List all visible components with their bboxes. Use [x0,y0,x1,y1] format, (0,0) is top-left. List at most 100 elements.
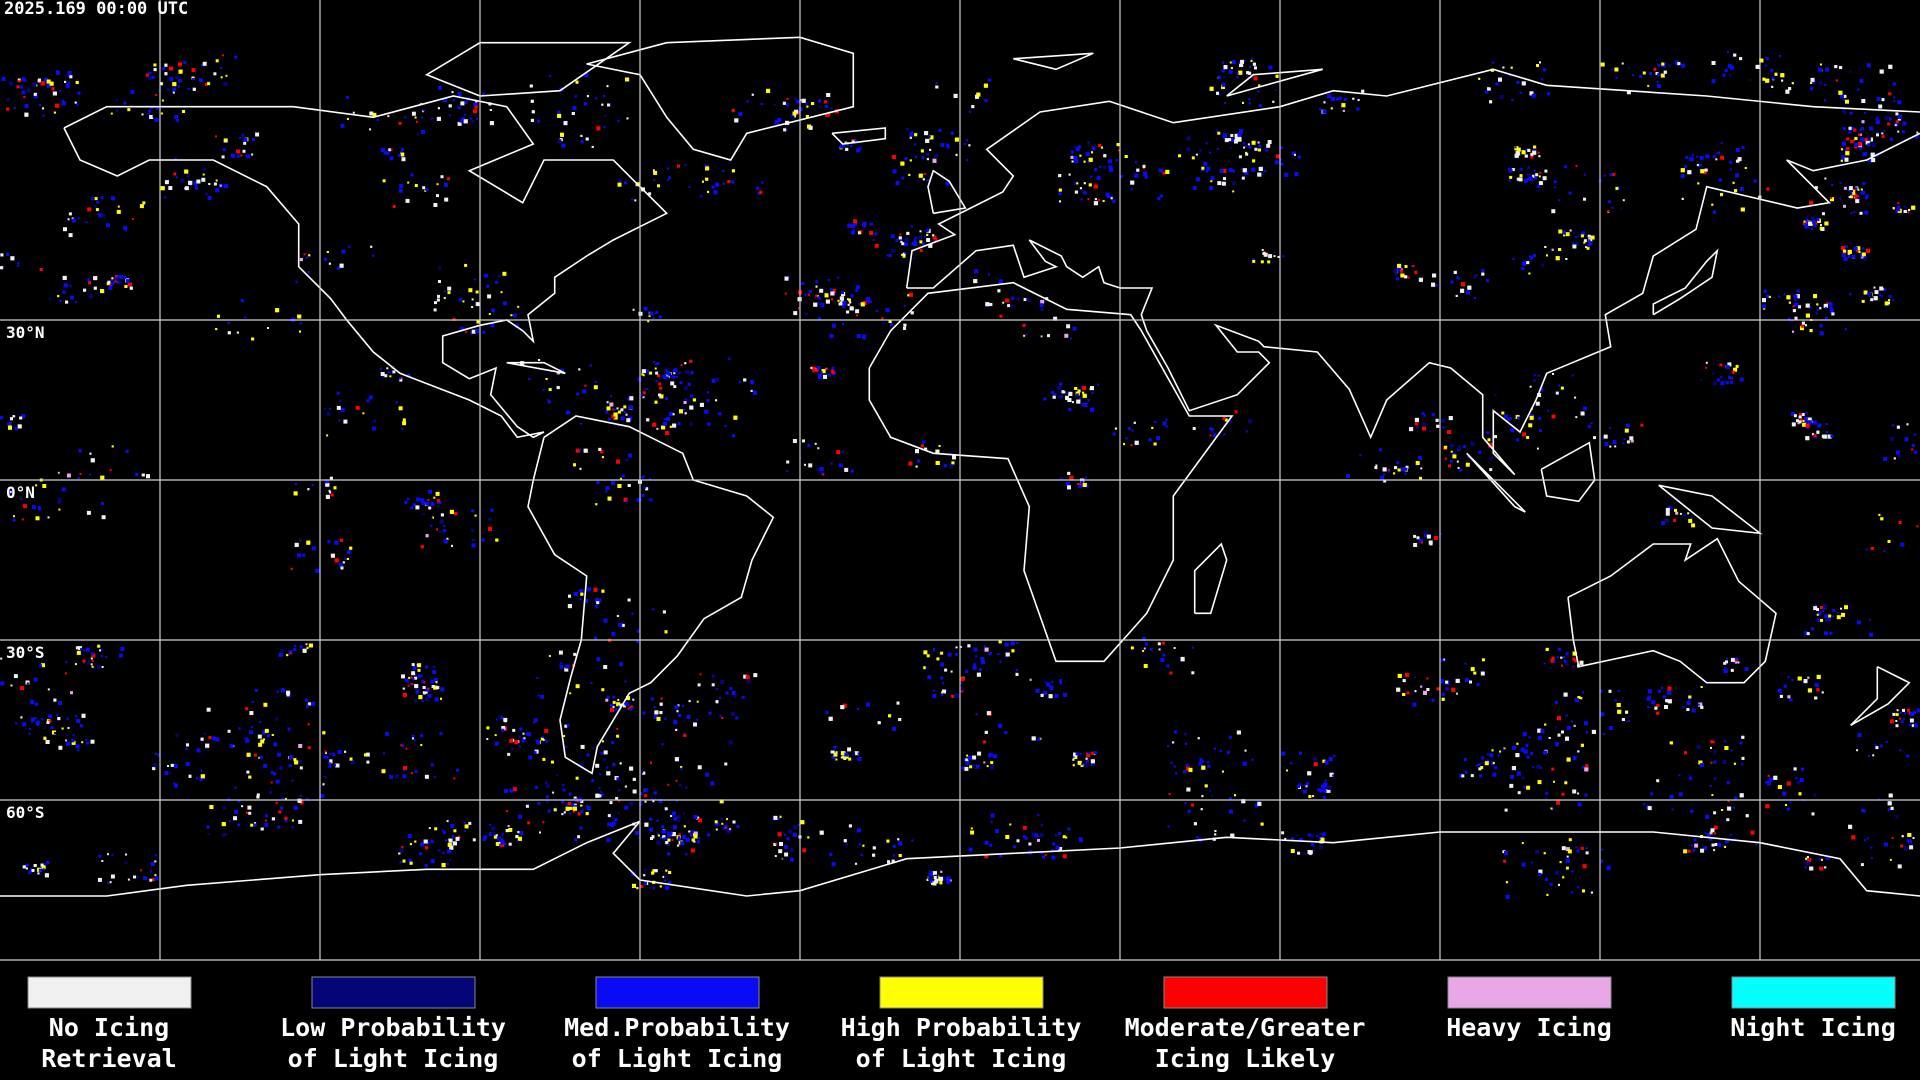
icing-pixel [940,662,945,667]
icing-pixel [540,737,544,741]
icing-pixel [1665,511,1670,516]
icing-pixel [1059,682,1062,685]
icing-pixel [1739,377,1744,382]
icing-pixel [1473,671,1477,675]
icing-pixel [1802,419,1805,422]
icing-pixel [1423,414,1426,417]
icing-pixel [1575,846,1578,849]
icing-pixel [1416,536,1420,540]
icing-pixel [1859,78,1864,83]
icing-pixel [150,862,155,867]
icing-pixel [622,704,626,708]
icing-pixel [242,135,246,139]
icing-pixel [286,693,290,697]
icing-pixel [1307,771,1312,776]
icing-pixel [220,66,223,69]
icing-pixel [741,695,745,699]
icing-pixel [38,104,41,107]
icing-pixel [773,843,777,846]
icing-pixel [1656,704,1660,708]
icing-pixel [1404,467,1408,471]
icing-pixel [1005,298,1010,303]
icing-pixel [503,789,508,793]
icing-pixel [778,849,783,854]
icing-pixel [1805,303,1810,308]
icing-pixel [619,662,624,667]
icing-pixel [152,115,155,118]
icing-pixel [41,663,45,668]
icing-pixel [1824,614,1829,619]
icing-pixel [91,665,94,668]
icing-pixel [965,761,970,766]
icing-pixel [402,774,407,779]
icing-pixel [647,498,651,502]
icing-pixel [1767,774,1770,777]
icing-pixel [881,317,884,320]
icing-pixel [523,737,526,740]
icing-pixel [1540,766,1543,769]
icing-pixel [421,129,426,134]
icing-pixel [1238,155,1242,159]
icing-pixel [817,317,821,321]
icing-pixel [656,374,660,378]
icing-pixel [273,742,278,747]
icing-pixel [652,422,657,427]
icing-pixel [482,838,486,842]
icing-pixel [147,76,152,81]
icing-pixel [271,817,275,821]
icing-pixel [460,297,463,300]
icing-pixel [260,739,265,744]
icing-pixel [1211,428,1214,432]
icing-pixel [1320,837,1325,842]
icing-pixel [382,179,386,183]
icing-pixel [975,94,979,99]
icing-pixel [220,76,223,79]
icing-pixel [1680,168,1685,173]
icing-pixel [1843,111,1847,115]
icing-pixel [856,758,859,761]
icing-pixel [927,179,930,182]
icing-pixel [1070,150,1074,154]
icing-pixel [1827,434,1832,439]
icing-pixel [1441,418,1445,423]
icing-pixel [1734,661,1737,664]
icing-pixel [1516,438,1520,442]
icing-pixel [838,463,843,468]
icing-pixel [1178,154,1181,158]
icing-pixel [246,154,251,159]
icing-pixel [1824,317,1828,320]
icing-pixel [1902,121,1907,126]
icing-pixel [120,647,125,651]
icing-pixel [1615,186,1619,190]
icing-pixel [1274,89,1277,91]
icing-pixel [969,110,972,113]
icing-pixel [1564,165,1567,169]
icing-pixel [150,870,153,873]
icing-pixel [174,114,179,119]
icing-pixel [714,820,718,824]
icing-pixel [1223,177,1226,181]
icing-pixel [483,273,488,278]
icing-pixel [848,757,852,761]
icing-pixel [254,689,258,692]
icing-pixel [17,80,20,83]
icing-pixel [528,755,533,760]
icing-pixel [141,473,145,477]
icing-pixel [790,113,795,118]
icing-pixel [1184,742,1187,745]
icing-pixel [1039,833,1044,837]
icing-pixel [973,647,978,652]
icing-pixel [854,222,857,226]
icing-pixel [811,102,815,105]
icing-pixel [398,406,403,411]
icing-pixel [1441,697,1445,701]
icing-pixel [58,745,63,750]
icing-pixel [398,188,403,193]
icing-pixel [468,821,472,825]
icing-pixel [1192,186,1197,191]
icing-pixel [1415,461,1420,465]
icing-pixel [1727,362,1732,367]
icing-pixel [57,295,60,298]
icing-pixel [1867,292,1871,296]
icing-pixel [1551,767,1555,771]
